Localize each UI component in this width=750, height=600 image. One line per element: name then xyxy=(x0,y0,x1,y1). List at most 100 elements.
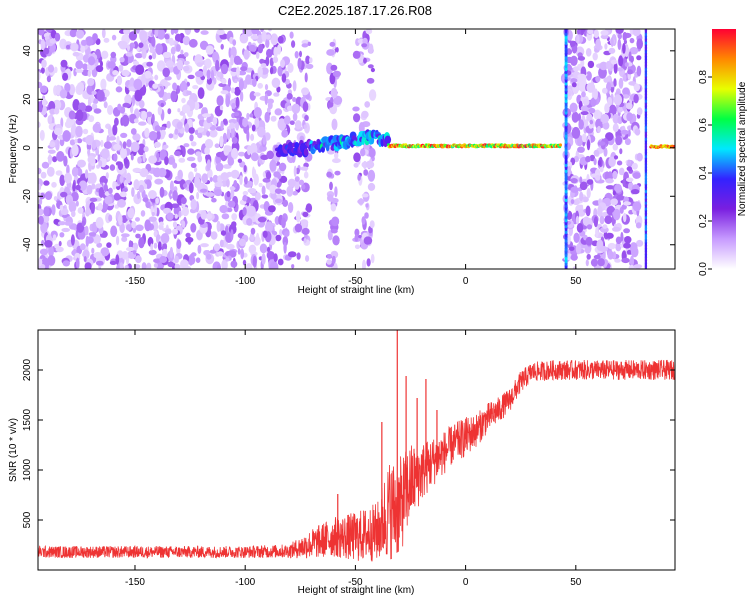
spectrogram-cell xyxy=(107,125,112,137)
spectrogram-cell xyxy=(201,173,208,184)
spectrogram-cell xyxy=(353,162,359,168)
spectrogram-cell xyxy=(354,234,359,242)
spectrogram-cell xyxy=(257,66,263,78)
spectrogram-cell xyxy=(600,30,609,36)
spectrogram-cell xyxy=(79,243,86,251)
spectrogram-cell xyxy=(95,148,100,156)
spectrogram-cell xyxy=(119,56,125,63)
spectrogram-cell xyxy=(114,117,119,127)
spectrogram-cell xyxy=(195,151,202,157)
spectrogram-cell xyxy=(237,158,243,163)
spectrogram-cell xyxy=(40,171,47,179)
spectrogram-cell xyxy=(85,235,90,247)
spectrogram-cell xyxy=(135,64,145,75)
spectrogram-cell xyxy=(239,175,243,186)
spectrogram-cell xyxy=(74,138,78,144)
spectrogram-cell xyxy=(202,65,208,77)
spectrogram-cell xyxy=(617,33,622,40)
spectrogram-cell xyxy=(135,233,141,239)
colorbar-ticks: 0.0 0.2 0.4 0.6 0.8 xyxy=(698,70,712,276)
spectrogram-cell xyxy=(262,230,268,238)
spectrogram-cell xyxy=(620,129,630,135)
spectrogram-cell xyxy=(261,194,269,199)
spectrogram-cell xyxy=(216,162,224,172)
spectrogram-cell xyxy=(612,143,618,151)
spectrogram-cell xyxy=(169,37,174,47)
spectrogram-cell xyxy=(135,217,140,222)
spectrogram-cell xyxy=(622,74,627,82)
spectrogram-cell xyxy=(101,29,106,39)
spectrogram-cell xyxy=(195,257,201,264)
spectrogram-cell xyxy=(103,37,110,43)
spectrogram-cell xyxy=(604,215,613,225)
spectrogram-cell xyxy=(575,243,582,255)
spectrogram-cell xyxy=(101,50,109,59)
spectrogram-cell xyxy=(280,59,286,68)
spectrogram-cell xyxy=(327,102,334,108)
spectrogram-cell xyxy=(597,258,605,267)
spectrogram-cell xyxy=(305,203,313,213)
spectrogram-cell xyxy=(229,122,235,129)
spectrogram-cell xyxy=(277,35,284,44)
spectrogram-cell xyxy=(610,198,618,206)
spectrogram-cell xyxy=(216,71,221,78)
spectrogram-cell xyxy=(283,241,287,254)
spectrogram-cell xyxy=(230,188,235,200)
spectrogram-cell xyxy=(204,146,211,155)
spectrogram-cell xyxy=(68,201,77,213)
spectrogram-cell xyxy=(190,223,197,233)
spectrogram-cell xyxy=(606,232,614,239)
snr-x-label: Height of straight line (km) xyxy=(298,585,415,596)
spectrogram-cell xyxy=(613,208,621,221)
spectrogram-cell xyxy=(622,201,632,206)
spectrogram-cell xyxy=(234,78,238,84)
spectrogram-cell xyxy=(268,29,272,32)
spectrogram-cell xyxy=(126,172,132,184)
spectrogram-cell xyxy=(272,56,279,63)
spectrogram-cell xyxy=(595,226,599,238)
spectrogram-cell xyxy=(216,29,225,36)
spectrogram-cell xyxy=(271,77,281,89)
spectrogram-cell xyxy=(239,91,244,102)
spectrogram-cell xyxy=(242,190,249,196)
spectrogram-cell xyxy=(245,74,252,85)
spectrogram-cell xyxy=(107,105,114,115)
spectrogram-cell xyxy=(49,141,56,148)
spectrogram-cell xyxy=(309,57,313,64)
spectrogram-cell xyxy=(334,152,339,159)
spectrogram-cell xyxy=(615,242,622,252)
spectrogram-cell xyxy=(220,172,229,181)
spectrogram-cell xyxy=(150,243,154,251)
spectrogram-cell xyxy=(241,117,249,128)
spectrogram-cell xyxy=(233,112,240,117)
spectrogram-cell xyxy=(220,63,229,75)
spectrogram-cell xyxy=(148,55,153,60)
spectrogram-cell xyxy=(240,66,248,72)
spectrogram-cell xyxy=(225,95,231,108)
spectrogram-cell xyxy=(107,136,117,141)
spectrogram-cell xyxy=(138,237,145,249)
spectrogram-cell xyxy=(581,91,586,98)
spectrogram-cell xyxy=(571,111,579,123)
spectrogram-cell xyxy=(570,78,578,83)
spectrogram-cell xyxy=(270,33,279,46)
spectrogram-cell xyxy=(167,156,176,165)
spectrogram-cell xyxy=(167,108,172,115)
spectrogram-cell xyxy=(221,213,230,220)
spectrogram-cell xyxy=(174,263,181,269)
spectrogram-cell xyxy=(53,127,63,136)
spectrogram-cell xyxy=(293,165,297,177)
y-tick-label: 40 xyxy=(22,45,33,57)
spectrogram-cell xyxy=(566,234,571,245)
spectrogram-cell xyxy=(38,192,42,197)
spectrogram-cell xyxy=(146,61,153,67)
spectrogram-cell xyxy=(577,56,586,61)
spectrogram-cell xyxy=(38,101,43,112)
spectrogram-cell xyxy=(568,246,575,251)
spectrogram-cell xyxy=(564,29,568,34)
spectrogram-cell xyxy=(251,29,260,35)
spectrogram-cell xyxy=(628,81,637,86)
x-tick-label: 50 xyxy=(570,577,582,588)
spectrogram-cell xyxy=(238,116,243,126)
spectrogram-cell xyxy=(334,170,341,176)
